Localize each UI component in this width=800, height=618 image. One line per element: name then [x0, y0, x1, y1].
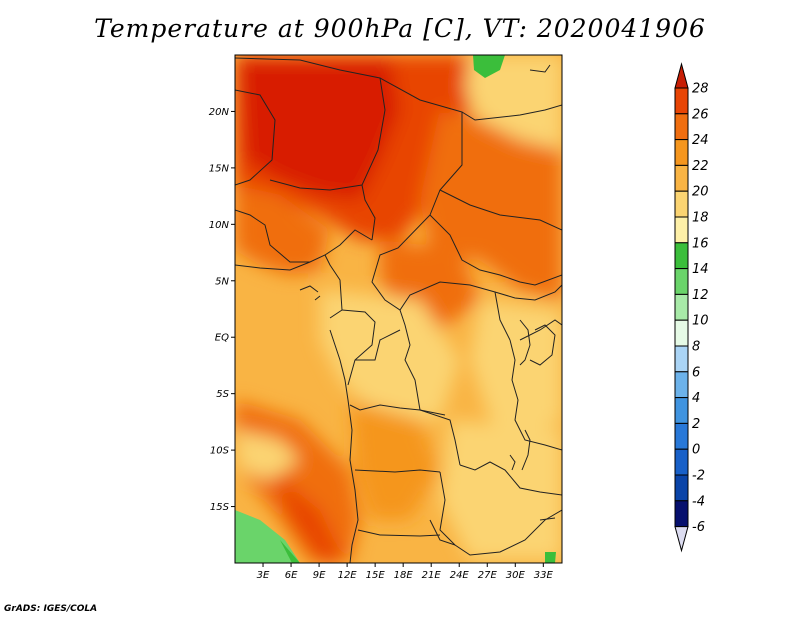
country-borders [235, 57, 562, 563]
lat-tick-label: 10S [210, 446, 230, 457]
lat-tick-label: 20N [209, 107, 230, 118]
colorbar-level-label: 12 [692, 288, 709, 303]
colorbar-swatch [674, 474, 689, 502]
lat-tick-label: EQ [215, 333, 229, 344]
lon-tick-label: 33E [534, 570, 554, 581]
colorbar-swatch [674, 216, 689, 244]
lat-tick-label: 15S [210, 502, 230, 513]
colorbar-swatch [674, 293, 689, 321]
colorbar-level-label: 24 [692, 133, 709, 148]
lon-tick-label: 24E [450, 570, 470, 581]
lon-tick-label: 12E [338, 570, 358, 581]
colorbar-swatch [674, 268, 689, 295]
colorbar-level-label: 16 [692, 236, 709, 251]
lon-tick-label: 21E [422, 570, 442, 581]
lon-tick-label: 30E [506, 570, 526, 581]
colorbar-level-label: 26 [692, 107, 709, 122]
colorbar-level-label: -6 [692, 520, 705, 535]
colorbar-level-label: 0 [692, 443, 700, 458]
longitude-axis: 3E 6E 9E 12E 15E 18E 21E 24E 27E 30E 33E [257, 563, 554, 581]
lon-tick-label: 27E [478, 570, 498, 581]
plot-frame [234, 54, 563, 564]
colorbar-top-triangle [674, 62, 689, 89]
colorbar-level-label: 22 [692, 159, 709, 174]
lon-tick-label: 9E [313, 570, 326, 581]
lat-tick-label: 15N [209, 163, 230, 174]
colorbar-swatch [674, 319, 689, 347]
colorbar-level-label: 6 [692, 365, 700, 380]
colorbar-level-label: 28 [692, 82, 709, 97]
colorbar-swatch [674, 164, 689, 192]
colorbar-swatch [674, 87, 689, 115]
colorbar-swatch [674, 448, 689, 476]
colorbar-swatch [674, 139, 689, 166]
colorbar-level-label: 14 [692, 262, 709, 277]
colorbar-level-label: 4 [692, 391, 700, 406]
lon-tick-label: 3E [257, 570, 270, 581]
colorbar-bottom-triangle [674, 526, 689, 553]
colorbar-swatch [674, 371, 689, 399]
colorbar-level-label: 18 [692, 211, 709, 226]
colorbar-level-label: -4 [692, 494, 705, 509]
colorbar-level-label: 20 [692, 185, 709, 200]
lat-tick-label: 5S [216, 389, 229, 400]
colorbar-level-label: 10 [692, 314, 709, 329]
colorbar-swatch [674, 345, 689, 373]
colorbar-swatch [674, 190, 689, 218]
lon-tick-label: 6E [285, 570, 298, 581]
colorbar-swatch [674, 500, 689, 528]
lon-tick-label: 18E [394, 570, 414, 581]
colorbar-level-label: -2 [692, 469, 705, 484]
colorbar-level-label: 8 [692, 340, 700, 355]
latitude-axis: 20N 15N 10N 5N EQ 5S 10S 15S [209, 107, 235, 513]
grads-credit: GrADS: IGES/COLA [4, 604, 98, 614]
lat-tick-label: 10N [209, 220, 230, 231]
colorbar-swatch [674, 242, 689, 270]
map-title: Temperature at 900hPa [C], VT: 202004190… [94, 14, 706, 43]
lon-tick-label: 15E [366, 570, 386, 581]
colorbar-level-label: 2 [692, 417, 700, 432]
colorbar-swatch [674, 113, 689, 141]
lat-tick-label: 5N [215, 276, 229, 287]
colorbar-swatch [674, 397, 689, 424]
colorbar-swatch [674, 422, 689, 450]
